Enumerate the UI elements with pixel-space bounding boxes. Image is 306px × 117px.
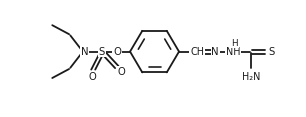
Text: NH: NH <box>226 47 241 57</box>
Text: S: S <box>99 47 105 57</box>
Text: S: S <box>268 47 274 57</box>
Text: N: N <box>80 47 88 57</box>
Text: O: O <box>113 47 121 57</box>
Text: N: N <box>211 47 219 57</box>
Text: O: O <box>89 72 97 82</box>
Text: H₂N: H₂N <box>241 72 260 82</box>
Text: O: O <box>117 67 125 77</box>
Text: H: H <box>231 39 238 48</box>
Text: CH: CH <box>190 47 204 57</box>
